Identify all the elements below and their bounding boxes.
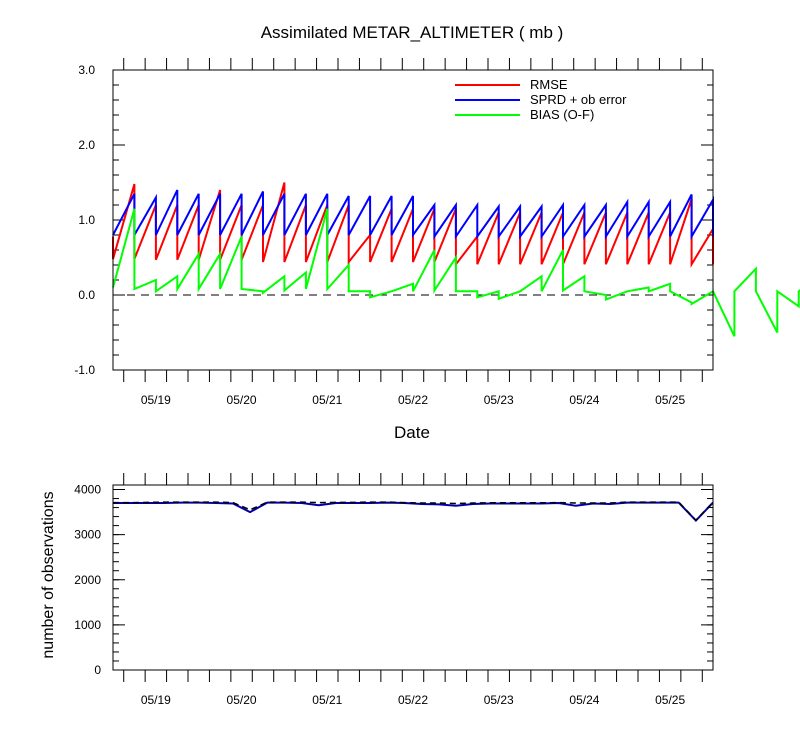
y-tick-label: 3.0 (78, 63, 95, 77)
x-tick-label: 05/19 (141, 693, 171, 707)
x-tick-label: 05/24 (569, 393, 599, 407)
y-tick-label: 0 (94, 663, 101, 677)
y-tick-label: 3000 (74, 528, 101, 542)
x-tick-label: 05/21 (312, 693, 342, 707)
y-axis-label: number of observations (40, 491, 57, 658)
x-tick-label: 05/25 (655, 393, 685, 407)
y-tick-label: 1000 (74, 618, 101, 632)
x-tick-label: 05/20 (227, 393, 257, 407)
top-y-axis: -1.0 0.0 1.0 2.0 3.0 (74, 63, 713, 377)
series-line-1 (112, 189, 714, 241)
x-axis-label: Date (394, 423, 430, 442)
bottom-plot-frame (112, 484, 714, 671)
x-tick-label: 05/22 (398, 693, 428, 707)
legend-label: SPRD + ob error (530, 92, 627, 107)
top-plot-frame (112, 69, 714, 371)
y-tick-label: 4000 (74, 483, 101, 497)
bottom-x-axis: 05/19 05/20 05/21 05/22 05/23 05/24 05/25 (123, 473, 703, 707)
x-tick-label: 05/21 (312, 393, 342, 407)
y-tick-label: 2000 (74, 573, 101, 587)
top-x-axis: 05/19 05/20 05/21 05/22 05/23 05/24 05/25 (123, 58, 703, 407)
legend-label: RMSE (530, 77, 568, 92)
legend-label: BIAS (O-F) (530, 107, 594, 122)
x-tick-label: 05/20 (227, 693, 257, 707)
y-tick-label: 0.0 (78, 288, 95, 302)
x-tick-label: 05/23 (484, 693, 514, 707)
x-tick-label: 05/19 (141, 393, 171, 407)
bottom-series-group (113, 501, 714, 523)
x-tick-label: 05/24 (569, 693, 599, 707)
bottom-y-axis: 0 1000 2000 3000 4000 (74, 483, 713, 677)
x-tick-label: 05/25 (655, 693, 685, 707)
top-series-group (112, 182, 800, 337)
y-tick-label: 1.0 (78, 213, 95, 227)
obs-line-1 (113, 501, 714, 522)
y-tick-label: 2.0 (78, 138, 95, 152)
y-tick-label: -1.0 (74, 363, 95, 377)
obs-line-0 (113, 501, 714, 523)
series-line-2 (112, 208, 800, 337)
rmse-spread-bias-chart: Assimilated METAR_ALTIMETER ( mb ) -1.0 0… (74, 23, 800, 442)
chart-title: Assimilated METAR_ALTIMETER ( mb ) (261, 23, 564, 42)
x-tick-label: 05/23 (484, 393, 514, 407)
x-tick-label: 05/22 (398, 393, 428, 407)
